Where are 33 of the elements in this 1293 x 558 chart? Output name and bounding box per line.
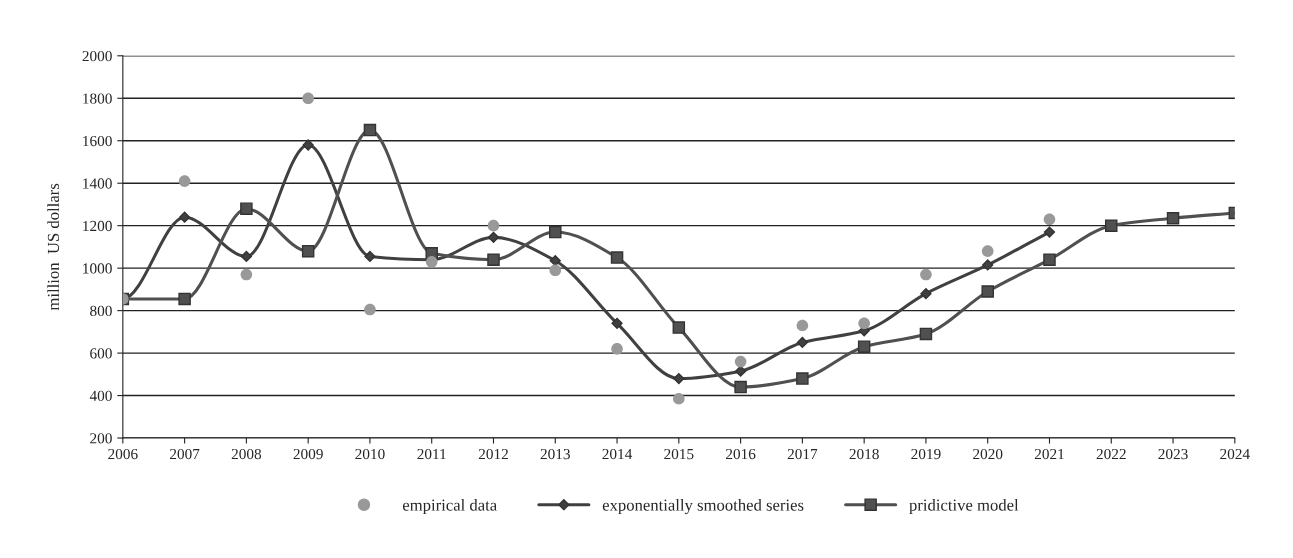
x-tick-label: 2022 xyxy=(1096,448,1126,460)
y-tick-label: 1800 xyxy=(83,93,112,104)
x-tick-label: 2020 xyxy=(973,448,1003,460)
x-tick-label: 2009 xyxy=(293,448,323,460)
x-tick-label: 2019 xyxy=(911,448,941,460)
x-tick-label: 2015 xyxy=(664,448,694,460)
x-tick-label: 2006 xyxy=(108,448,138,460)
y-tick-label: 1000 xyxy=(83,263,112,274)
y-tick-label: 2000 xyxy=(82,50,112,62)
legend-label: pridictive model xyxy=(909,499,1019,515)
x-tick-label: 2016 xyxy=(725,448,756,460)
x-tick-label: 2021 xyxy=(1034,448,1064,460)
x-tick-label: 2023 xyxy=(1158,448,1188,460)
legend-label: empirical data xyxy=(402,499,497,515)
x-tick-label: 2014 xyxy=(602,448,633,460)
y-tick-label: 1200 xyxy=(83,220,112,232)
x-tick-label: 2018 xyxy=(849,448,879,460)
x-tick-label: 2017 xyxy=(787,448,818,460)
y-axis-title: million US dollars xyxy=(47,183,60,311)
x-tick-label: 2010 xyxy=(355,448,385,460)
y-tick-label: 1600 xyxy=(83,135,112,147)
y-tick-label: 200 xyxy=(90,433,112,444)
y-tick-label: 1400 xyxy=(83,178,112,189)
y-tick-label: 600 xyxy=(90,348,112,359)
x-tick-label: 2024 xyxy=(1220,448,1250,460)
y-tick-label: 400 xyxy=(89,390,112,402)
y-tick-label: 800 xyxy=(90,305,112,317)
x-tick-label: 2007 xyxy=(170,448,200,460)
x-tick-label: 2011 xyxy=(417,448,446,460)
x-tick-label: 2008 xyxy=(231,448,262,460)
x-tick-label: 2013 xyxy=(540,448,570,460)
x-tick-label: 2012 xyxy=(478,448,508,460)
legend-label: exponentially smoothed series xyxy=(602,499,804,515)
